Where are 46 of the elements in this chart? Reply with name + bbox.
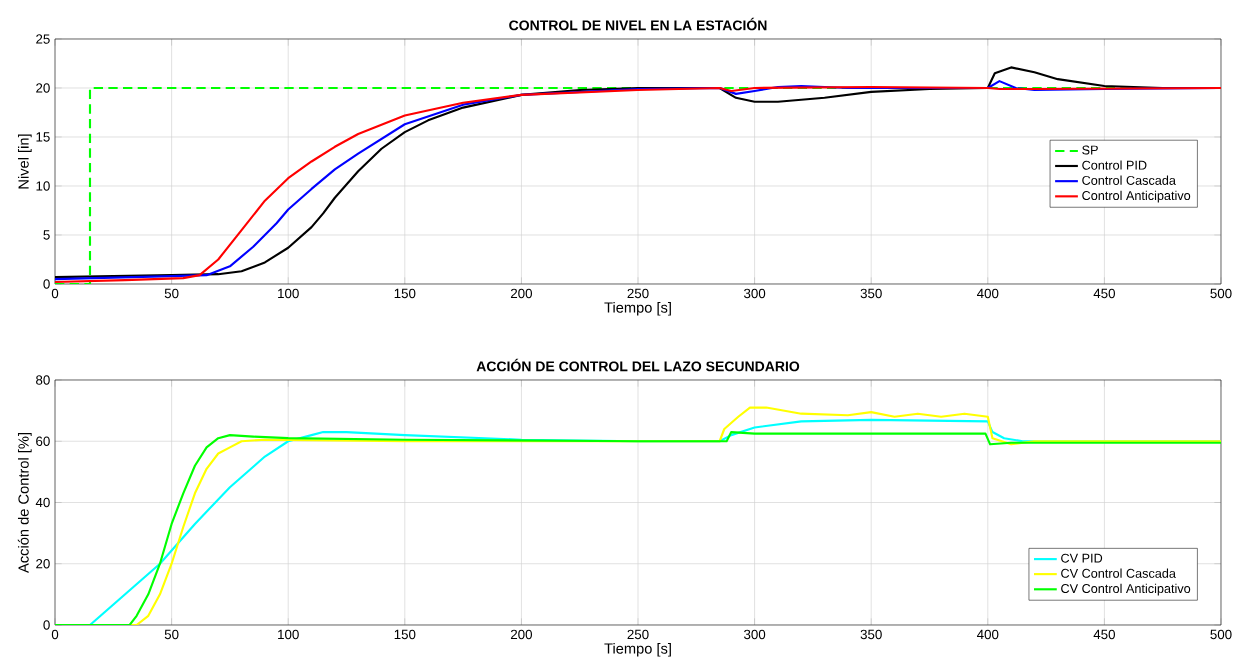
x-tick-label: 150	[394, 629, 416, 640]
y-axis-title: Acción de Control [%]	[17, 433, 32, 573]
y-tick-label: 10	[36, 181, 50, 191]
x-tick-label: 50	[164, 288, 179, 299]
y-tick-label: 25	[36, 34, 50, 44]
legend-label: Control Anticipativo	[1082, 190, 1191, 203]
x-tick-label: 350	[860, 629, 882, 640]
x-tick-label: 400	[976, 629, 999, 640]
y-tick-label: 40	[35, 497, 50, 508]
chart-title: ACCIÓN DE CONTROL DEL LAZO SECUNDARIO	[476, 358, 800, 372]
x-tick-label: 0	[51, 629, 59, 640]
legend-label: SP	[1082, 145, 1098, 155]
x-axis-title: Tiempo [s]	[604, 301, 671, 316]
legend-label: CV PID	[1061, 553, 1103, 563]
x-tick-label: 100	[278, 629, 299, 640]
y-tick-label: 20	[36, 559, 50, 569]
x-tick-label: 250	[627, 288, 649, 299]
y-tick-label: 60	[36, 436, 50, 446]
x-tick-label: 200	[510, 629, 533, 640]
x-tick-label: 0	[51, 288, 59, 299]
chart-title: CONTROL DE NIVEL EN LA ESTACIÓN	[509, 17, 767, 31]
legend-label: Control Cascada	[1082, 175, 1176, 185]
y-tick-label: 20	[36, 83, 50, 93]
x-tick-label: 450	[1093, 288, 1115, 299]
x-tick-label: 500	[1210, 288, 1232, 299]
legend-label: Control PID	[1082, 160, 1147, 170]
legend-label: CV Control Anticipativo	[1061, 583, 1191, 596]
x-tick-label: 300	[743, 288, 766, 299]
x-tick-label: 450	[1093, 629, 1115, 640]
y-tick-label: 0	[43, 279, 50, 289]
x-tick-label: 400	[976, 288, 999, 299]
y-tick-label: 0	[43, 620, 50, 630]
y-tick-label: 5	[43, 230, 50, 240]
x-tick-label: 500	[1210, 629, 1232, 640]
x-tick-label: 200	[510, 288, 533, 299]
y-tick-label: 80	[36, 375, 50, 385]
x-tick-label: 100	[278, 288, 299, 299]
x-axis-title: Tiempo [s]	[604, 642, 671, 657]
x-tick-label: 350	[860, 288, 882, 299]
y-axis-title: Nivel [in]	[17, 134, 32, 189]
legend-label: CV Control Cascada	[1061, 568, 1176, 578]
x-tick-label: 50	[164, 629, 179, 640]
y-tick-label: 15	[36, 132, 50, 142]
x-tick-label: 250	[627, 629, 649, 640]
x-tick-label: 150	[394, 288, 416, 299]
x-tick-label: 300	[743, 629, 766, 640]
